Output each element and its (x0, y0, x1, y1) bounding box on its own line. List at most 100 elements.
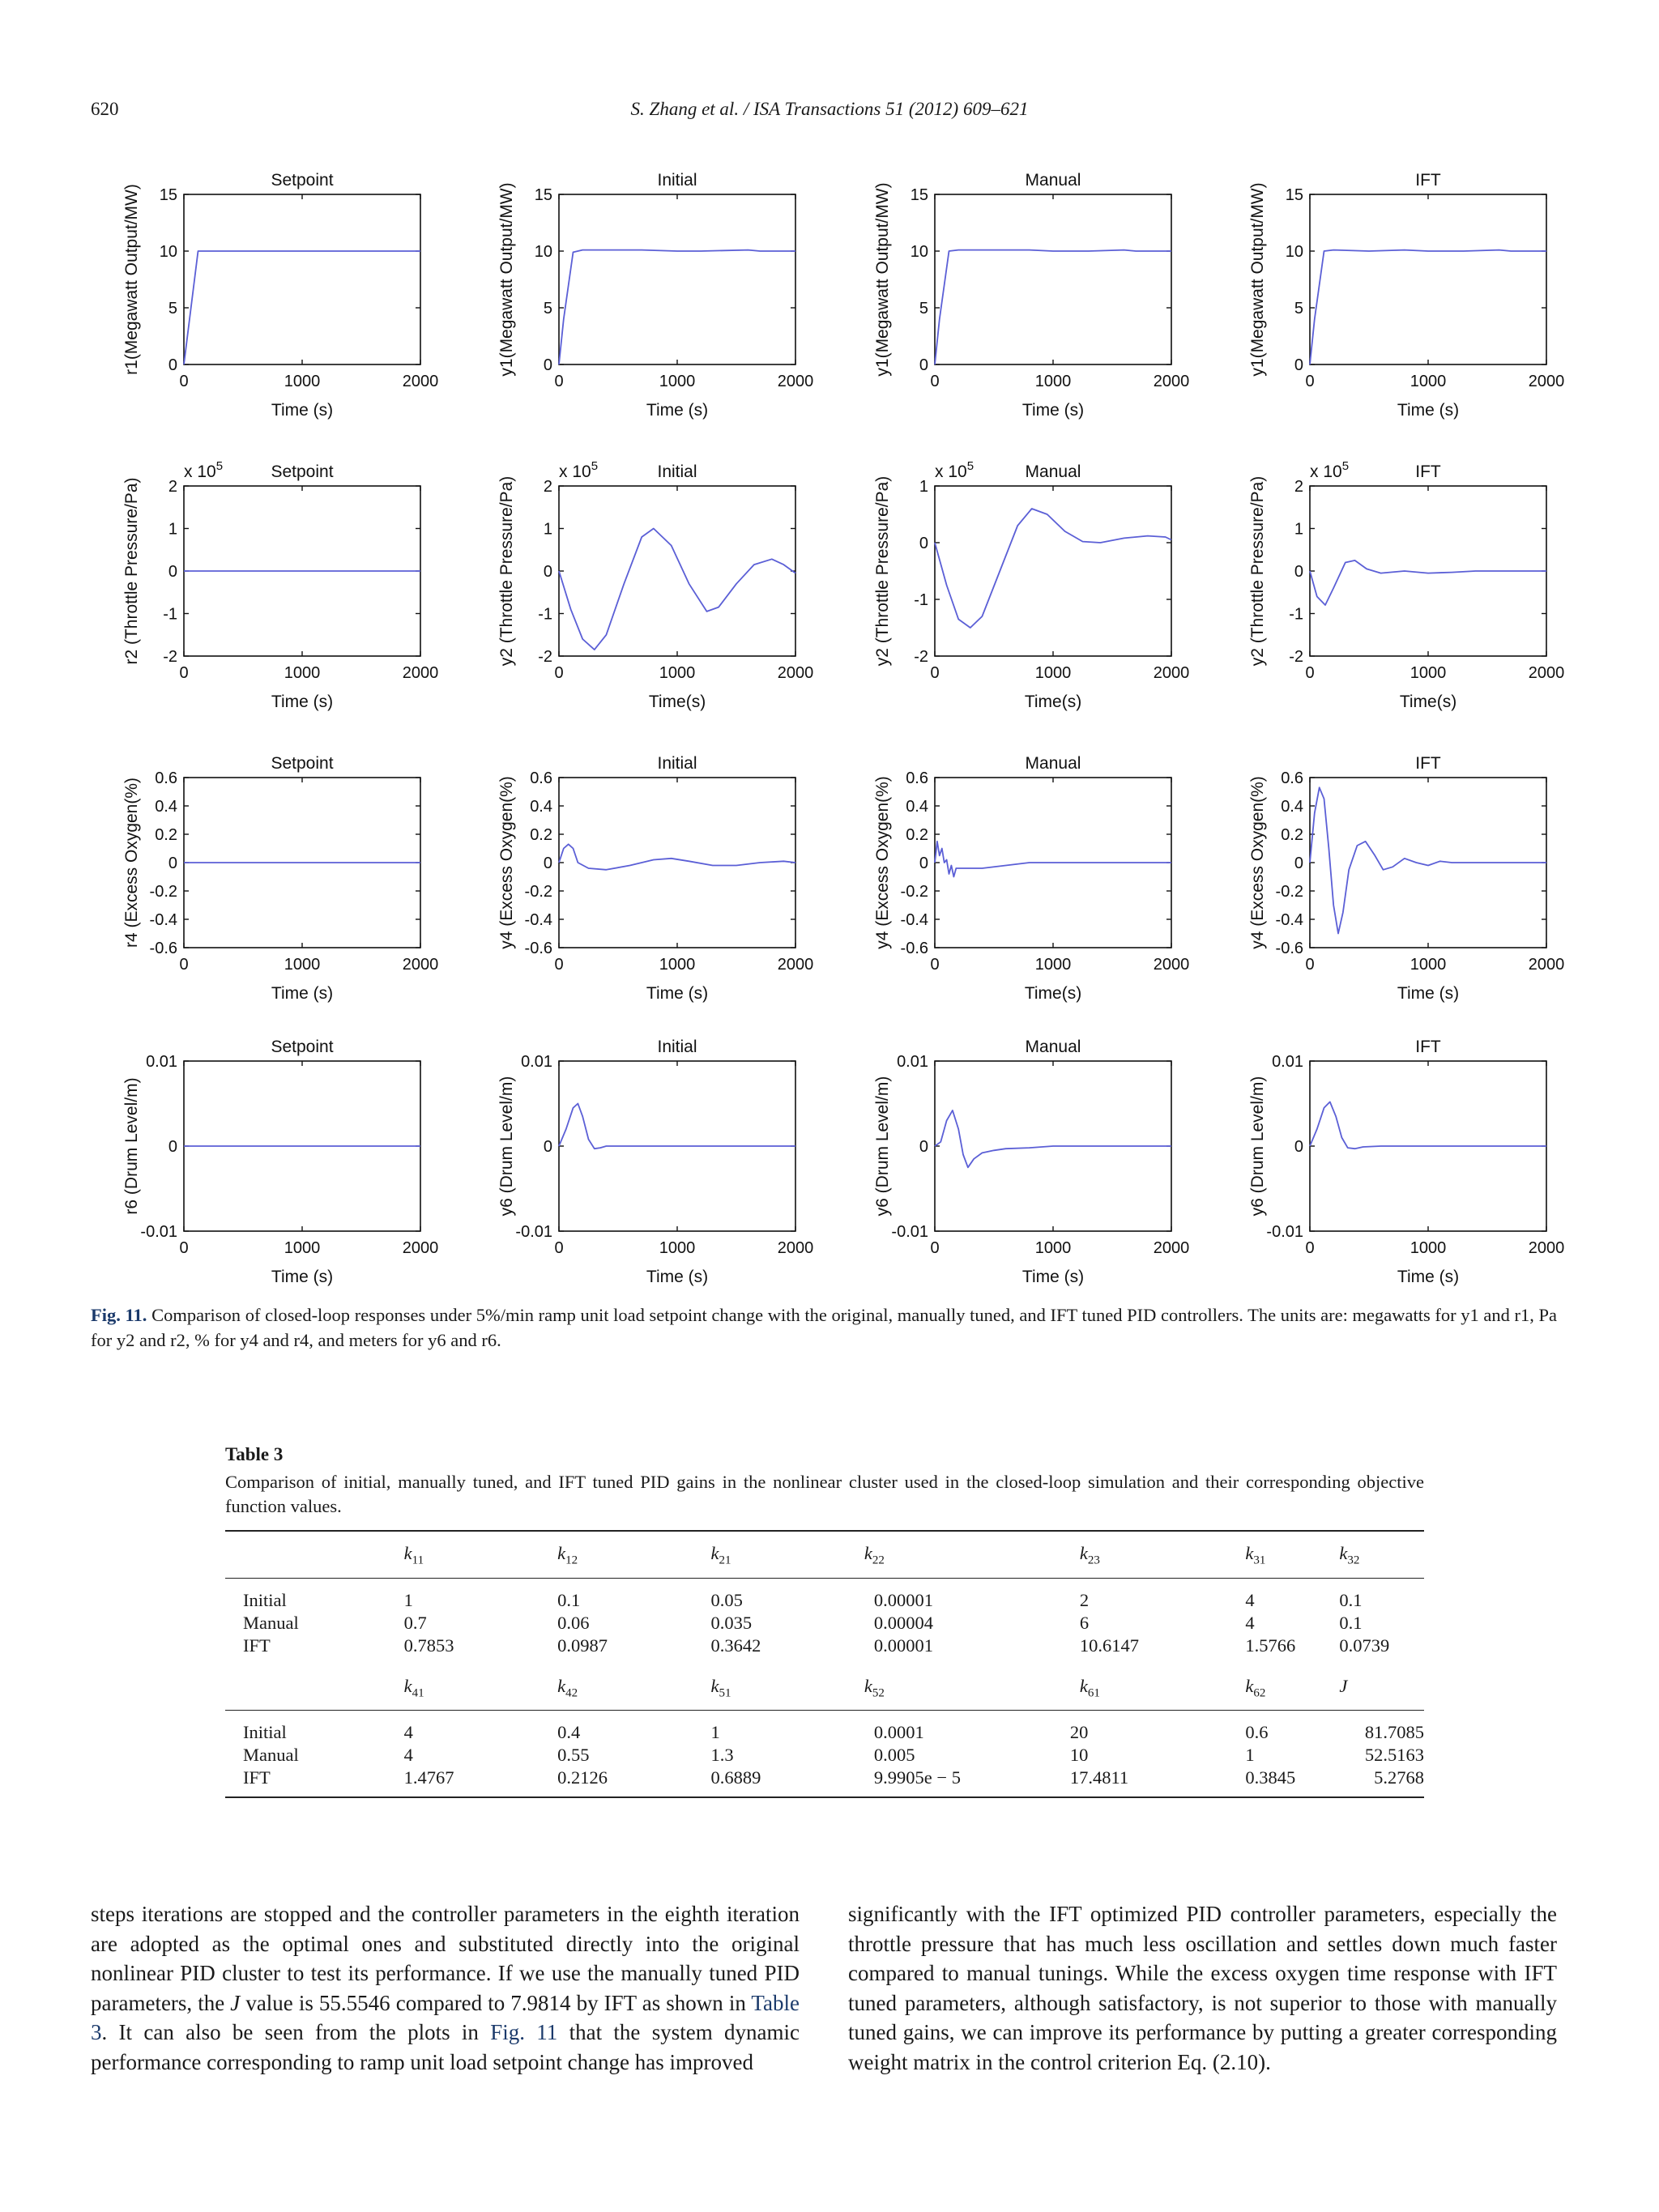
figure-caption-text: Comparison of closed-loop responses unde… (91, 1305, 1558, 1350)
y-axis-label: y4 (Excess Oxygen(%) (873, 776, 892, 949)
chart-panel: Initial 0 1000 2000 -0.01 0 0.01 Time (s) y6 (Dr… (466, 1021, 838, 1300)
y-tick-label: 1 (1294, 521, 1303, 539)
y-axis-label: y4 (Excess Oxygen(%) (497, 776, 516, 949)
x-tick-label: 2000 (1154, 664, 1190, 682)
table-cell: 0.7 (403, 1612, 427, 1633)
table-cell: 4 (403, 1710, 558, 1744)
table-cell: 1.4767 (403, 1767, 558, 1798)
table-cell: 0.00001 (873, 1634, 934, 1656)
table-cell: 0.0739 (1339, 1634, 1390, 1656)
y-tick-label: 0 (544, 855, 552, 872)
exponent-power: 5 (967, 459, 974, 473)
y-tick-label: -2 (538, 648, 552, 666)
x-tick-label: 0 (179, 956, 188, 974)
x-axis-label: Time(s) (649, 693, 706, 711)
y-tick-label: -0.6 (901, 940, 928, 957)
exponent-power: 5 (1342, 459, 1349, 473)
y-tick-label: 1 (544, 521, 552, 539)
x-axis-label: Time (s) (646, 401, 708, 420)
table-cell: 17.4811 (1069, 1767, 1246, 1798)
chart-svg: Setpoint 0 1000 2000 -0.6 -0.4 -0.2 0 0.2 0.4 0.6 T… (122, 754, 438, 1003)
table-cell: 1.3 (710, 1745, 734, 1765)
y-tick-label: 0.2 (906, 826, 928, 844)
y-tick-label: 0 (919, 855, 928, 872)
plot-frame (558, 485, 796, 657)
y-tick-label: -0.6 (525, 940, 552, 957)
table-3-link[interactable]: Table 3 (91, 1990, 800, 2045)
chart-title: IFT (1415, 1038, 1441, 1056)
body-text-fragment: value is 55.5546 compared to 7.9814 by I… (240, 1990, 752, 2015)
y-tick-label: 2 (168, 478, 177, 496)
table-cell: 1 (710, 1710, 864, 1744)
header-symbol: k (1245, 1543, 1254, 1563)
header-subscript: 51 (719, 1686, 731, 1699)
x-tick-label: 0 (930, 373, 939, 390)
y-tick-label: 15 (1286, 186, 1303, 204)
series-line (558, 1102, 795, 1150)
exponent-power: 5 (216, 459, 223, 473)
header-subscript: 61 (1087, 1686, 1100, 1699)
y-tick-label: 0 (919, 535, 928, 552)
y-tick-label: 2 (1294, 478, 1303, 496)
table-cell: 4 (403, 1745, 413, 1765)
exponent-power: 5 (591, 459, 598, 473)
x-tick-label: 1000 (1035, 373, 1072, 390)
header-symbol: k (864, 1543, 872, 1563)
table-cell: 0.2126 (557, 1767, 711, 1798)
table-cell: 9.9905e − 5 (864, 1767, 1070, 1798)
y-tick-label: -1 (163, 606, 177, 624)
page-header: 620 S. Zhang et al. / ISA Transactions 5… (0, 99, 1659, 131)
page-number: 620 (91, 99, 119, 119)
row-label: IFT (243, 1634, 271, 1656)
x-tick-label: 2000 (403, 1239, 439, 1257)
series-line (1309, 1101, 1546, 1150)
x-axis-label: Time (s) (1022, 1268, 1084, 1286)
chart-panel: Initial 0 1000 2000 0 5 10 15 Time (s) y1(Megawat… (466, 154, 838, 433)
y-axis-label: y1(Megawatt Output/MW) (497, 182, 516, 376)
x-tick-label: 0 (554, 373, 563, 390)
table-cell: 0.06 (557, 1612, 590, 1633)
figure-11-link[interactable]: Fig. 11 (490, 2020, 558, 2044)
table-header-cell: k61 (1070, 1664, 1245, 1711)
x-tick-label: 0 (554, 956, 563, 974)
x-tick-label: 1000 (659, 1239, 696, 1257)
table-cell: 10 (1069, 1745, 1089, 1765)
y-axis-label: y1(Megawatt Output/MW) (873, 182, 892, 376)
header-subscript: 23 (1087, 1554, 1100, 1567)
table-header-cell: k11 (403, 1530, 558, 1578)
header-symbol: k (403, 1675, 412, 1696)
x-axis-label: Time (s) (1397, 1268, 1459, 1286)
table-header-empty (225, 1664, 404, 1711)
x-axis-label: Time (s) (1397, 984, 1459, 1003)
y-tick-label: 0 (168, 855, 177, 872)
figure-caption-label: Fig. 11. (91, 1305, 147, 1325)
x-tick-label: 0 (930, 956, 939, 974)
plot-frame (934, 194, 1172, 365)
x-tick-label: 2000 (403, 373, 439, 390)
table-row: Initial 4 0.4 1 0.0001 20 0.6 81.7085 (225, 1710, 1424, 1744)
y-tick-label: 0.6 (155, 769, 177, 787)
header-symbol: k (557, 1543, 566, 1563)
chart-title: Manual (1026, 1038, 1081, 1056)
series-line (934, 249, 1171, 365)
table-cell: 0.1 (1329, 1577, 1424, 1612)
table-cell: 5.2768 (1329, 1767, 1424, 1798)
y-tick-label: 0.2 (1281, 826, 1303, 844)
body-column-left: steps iterations are stopped and the con… (91, 1899, 800, 2077)
table-cell: 4 (1245, 1612, 1255, 1633)
header-symbol: k (710, 1543, 719, 1563)
y-tick-label: -1 (914, 591, 928, 609)
x-tick-label: 2000 (1529, 664, 1565, 682)
chart-title: Initial (657, 462, 697, 481)
chart-panel: Manual 0 1000 2000 -0.6 -0.4 -0.2 0 0.2 0.4 0.6 Tim… (842, 737, 1214, 1016)
x-tick-label: 1000 (1410, 1239, 1447, 1257)
exponent-base: x 10 (184, 462, 216, 481)
x-tick-label: 1000 (1035, 1239, 1072, 1257)
y-tick-label: -0.2 (901, 883, 928, 901)
exponent-base: x 10 (559, 462, 591, 481)
x-tick-label: 1000 (1410, 664, 1447, 682)
x-tick-label: 1000 (284, 1239, 321, 1257)
series-line (1309, 559, 1546, 606)
table-cell: 0.005 (873, 1745, 915, 1765)
